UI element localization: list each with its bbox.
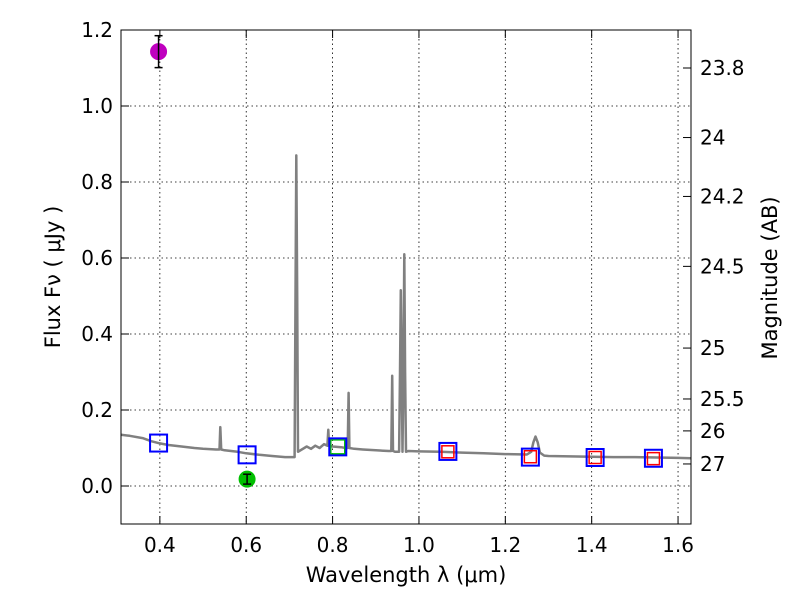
x-tick-label: 0.4: [144, 533, 176, 557]
green-square-marker: [330, 439, 346, 455]
y-tick-label: 0.4: [81, 322, 113, 346]
x-tick-label: 1.0: [403, 533, 435, 557]
mag-tick-label: 24: [700, 126, 725, 150]
mag-tick-label: 26: [700, 419, 725, 443]
blue-square-marker: [520, 447, 540, 467]
red-square-marker: [646, 451, 661, 466]
y-tick-label: 1.2: [81, 18, 113, 42]
red-square-marker: [588, 450, 602, 465]
mag-tick-label: 25.5: [700, 387, 745, 411]
y-tick-label: 0.8: [81, 170, 113, 194]
spectrum-line: [120, 154, 692, 460]
mag-tick-label: 23.8: [700, 56, 745, 80]
mag-tick-label: 24.2: [700, 184, 745, 208]
ticks-layer: 0.4 0.6 0.8 1.0 1.2 1.4 1.6 0.0 0.2 0.4 0.6 0.8 1.0 1…: [81, 18, 744, 557]
x-axis-title: Wavelength λ (μm): [306, 563, 507, 587]
observed-layer: [150, 34, 256, 488]
y-tick-label: 1.0: [81, 94, 113, 118]
blue-square-marker: [237, 445, 257, 465]
y-tick-label: 0.0: [81, 474, 113, 498]
red-square-marker: [441, 445, 455, 459]
blue-square-marker: [149, 433, 169, 453]
spectrum-layer: [120, 154, 692, 460]
y2-axis-title: Magnitude (AB): [758, 196, 782, 359]
y-tick-label: 0.6: [81, 246, 113, 270]
blue-square-marker: [643, 448, 663, 468]
y-tick-label: 0.2: [81, 398, 113, 422]
x-tick-label: 1.4: [576, 533, 608, 557]
mag-tick-label: 27: [700, 452, 725, 476]
plot-frame: [120, 29, 692, 525]
x-tick-label: 0.8: [317, 533, 349, 557]
blue-square-marker: [438, 441, 458, 461]
blue-square-marker: [328, 437, 348, 457]
blue-square-marker: [585, 448, 605, 467]
photometry-layer: [149, 433, 663, 468]
x-tick-label: 1.6: [662, 533, 694, 557]
red-square-marker: [523, 449, 538, 464]
x-tick-label: 1.2: [489, 533, 521, 557]
y-axis-title: Flux Fν ( μJy ): [41, 206, 65, 349]
mag-tick-label: 25: [700, 336, 725, 360]
x-tick-label: 0.6: [230, 533, 262, 557]
mag-tick-label: 24.5: [700, 254, 745, 278]
